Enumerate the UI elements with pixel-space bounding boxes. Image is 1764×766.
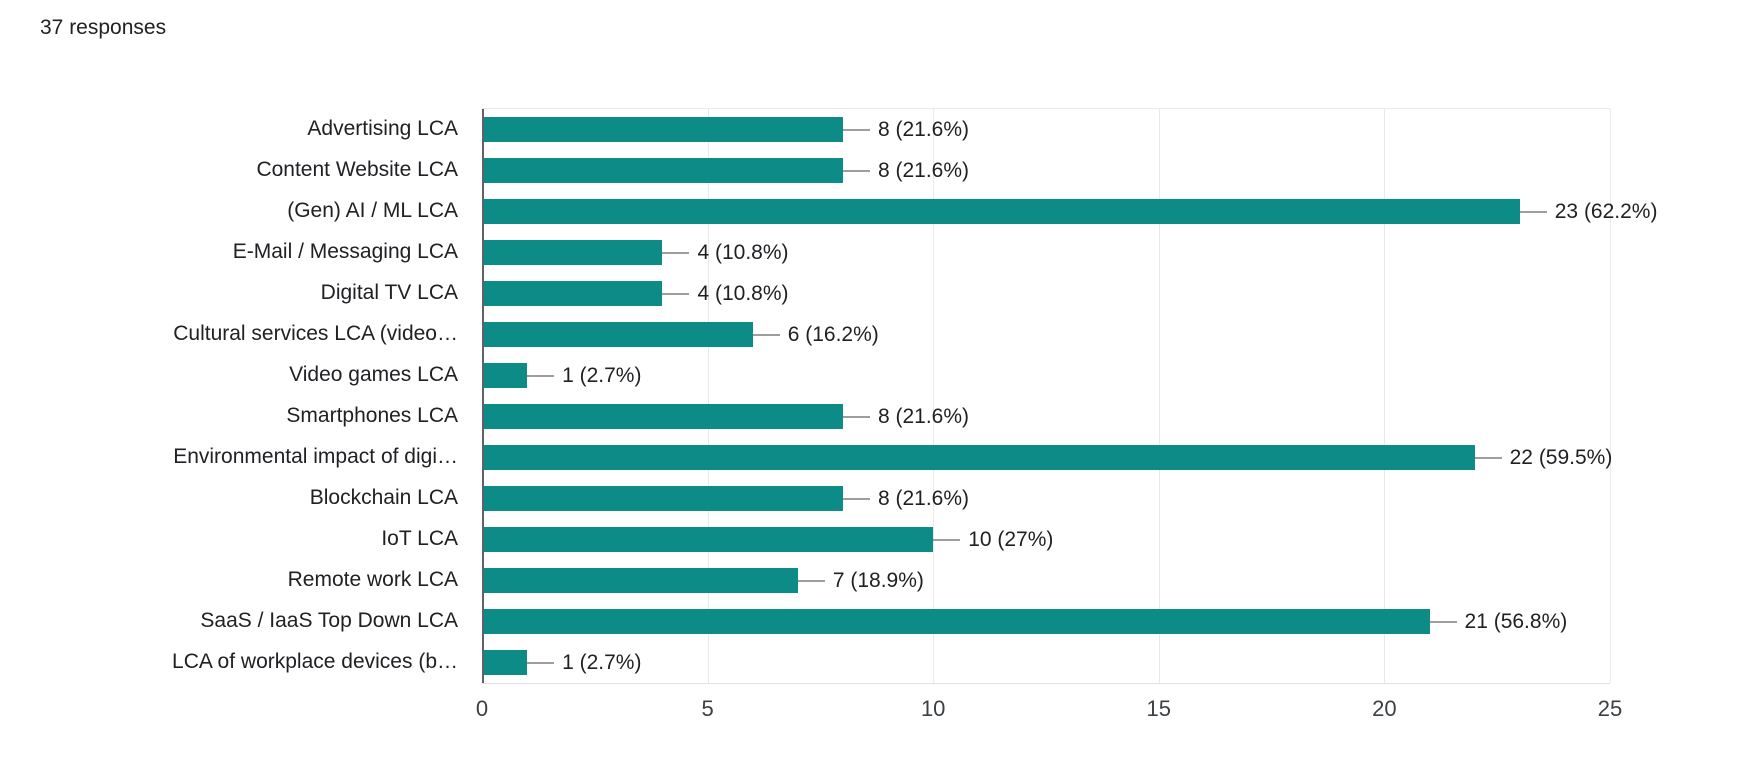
bar xyxy=(482,322,753,347)
bar xyxy=(482,404,843,429)
callout-line xyxy=(527,661,555,664)
callout-line xyxy=(527,374,555,377)
callout-line xyxy=(1474,456,1502,459)
category-label: Content Website LCA xyxy=(256,157,458,181)
category-label: LCA of workplace devices (b… xyxy=(172,649,458,673)
bar xyxy=(482,445,1475,470)
bar-row: 1 (2.7%) xyxy=(482,642,1610,683)
category-label: (Gen) AI / ML LCA xyxy=(287,198,458,222)
bar-value-label: 8 (21.6%) xyxy=(877,486,969,510)
category-label: Remote work LCA xyxy=(287,567,458,591)
bar-value-label: 23 (62.2%) xyxy=(1554,199,1658,223)
y-axis-line xyxy=(482,109,484,683)
bar-value-label: 4 (10.8%) xyxy=(697,281,789,305)
bar xyxy=(482,240,663,265)
callout-line xyxy=(1429,620,1457,623)
bar-row: 8 (21.6%) xyxy=(482,150,1610,191)
bar-row: 4 (10.8%) xyxy=(482,273,1610,314)
callout-line xyxy=(842,497,870,500)
bar-row: 23 (62.2%) xyxy=(482,191,1657,232)
callout-line xyxy=(662,251,690,254)
bar-value-label: 1 (2.7%) xyxy=(562,650,642,674)
bar xyxy=(482,158,843,183)
bar-value-label: 1 (2.7%) xyxy=(562,363,642,387)
category-label: SaaS / IaaS Top Down LCA xyxy=(200,608,458,632)
bar xyxy=(482,363,528,388)
category-label: Blockchain LCA xyxy=(309,485,458,509)
bar xyxy=(482,527,934,552)
callout-line xyxy=(752,333,780,336)
gridline xyxy=(1384,109,1386,683)
bar-row: 8 (21.6%) xyxy=(482,109,1610,150)
callout-line xyxy=(797,579,825,582)
x-tick-label: 25 xyxy=(1597,696,1623,721)
category-label: Environmental impact of digi… xyxy=(173,444,458,468)
bar-value-label: 6 (16.2%) xyxy=(787,322,879,346)
bar-row: 21 (56.8%) xyxy=(482,601,1610,642)
plot-area: 8 (21.6%) 8 (21.6%) 23 (62.2%) 4 (10.8%) 4 (… xyxy=(482,108,1657,684)
category-label: Smartphones LCA xyxy=(286,403,458,427)
x-tick-label: 15 xyxy=(1146,696,1172,721)
responses-count: 37 responses xyxy=(40,16,167,39)
category-label: Advertising LCA xyxy=(307,116,458,140)
bar-row: 10 (27%) xyxy=(482,519,1610,560)
bar-row: 8 (21.6%) xyxy=(482,396,1610,437)
bar-value-label: 22 (59.5%) xyxy=(1509,445,1613,469)
bar-value-label: 8 (21.6%) xyxy=(877,117,969,141)
category-labels: Advertising LCA Content Website LCA (Gen) … xyxy=(0,108,470,682)
bar-value-label: 8 (21.6%) xyxy=(877,404,969,428)
bar xyxy=(482,568,798,593)
bar-value-label: 8 (21.6%) xyxy=(877,158,969,182)
bar-value-label: 7 (18.9%) xyxy=(832,568,924,592)
category-label: Video games LCA xyxy=(289,362,458,386)
bar-value-label: 21 (56.8%) xyxy=(1464,609,1568,633)
callout-line xyxy=(842,128,870,131)
gridline xyxy=(707,109,709,683)
gridline xyxy=(933,109,935,683)
bar-value-label: 10 (27%) xyxy=(968,527,1054,551)
x-axis-ticks: 0 5 10 15 20 25 xyxy=(476,696,1622,726)
bar-row: 7 (18.9%) xyxy=(482,560,1610,601)
callout-line xyxy=(662,292,690,295)
category-label: E-Mail / Messaging LCA xyxy=(232,239,458,263)
x-tick-label: 0 xyxy=(475,696,489,721)
category-label: IoT LCA xyxy=(381,526,458,550)
bar-row: 8 (21.6%) xyxy=(482,478,1610,519)
bar xyxy=(482,609,1430,634)
bar-row: 4 (10.8%) xyxy=(482,232,1610,273)
callout-line xyxy=(842,415,870,418)
bar xyxy=(482,650,528,675)
callout-line xyxy=(1519,210,1547,213)
bar xyxy=(482,117,843,142)
callout-line xyxy=(933,538,961,541)
x-tick-label: 10 xyxy=(920,696,946,721)
x-tick-label: 20 xyxy=(1372,696,1397,721)
bar xyxy=(482,486,843,511)
bar xyxy=(482,281,663,306)
bar-row: 1 (2.7%) xyxy=(482,355,1610,396)
bar-value-label: 4 (10.8%) xyxy=(697,240,789,264)
x-tick-label: 5 xyxy=(701,696,714,721)
category-label: Digital TV LCA xyxy=(320,280,458,304)
category-label: Cultural services LCA (video… xyxy=(173,321,458,345)
gridline xyxy=(1610,109,1611,683)
bar-row: 22 (59.5%) xyxy=(482,437,1613,478)
gridline xyxy=(1158,109,1160,683)
callout-line xyxy=(842,169,870,172)
bar-rows: 8 (21.6%) 8 (21.6%) 23 (62.2%) 4 (10.8%) 4 (… xyxy=(482,109,1657,683)
bar xyxy=(482,199,1520,224)
bar-row: 6 (16.2%) xyxy=(482,314,1610,355)
